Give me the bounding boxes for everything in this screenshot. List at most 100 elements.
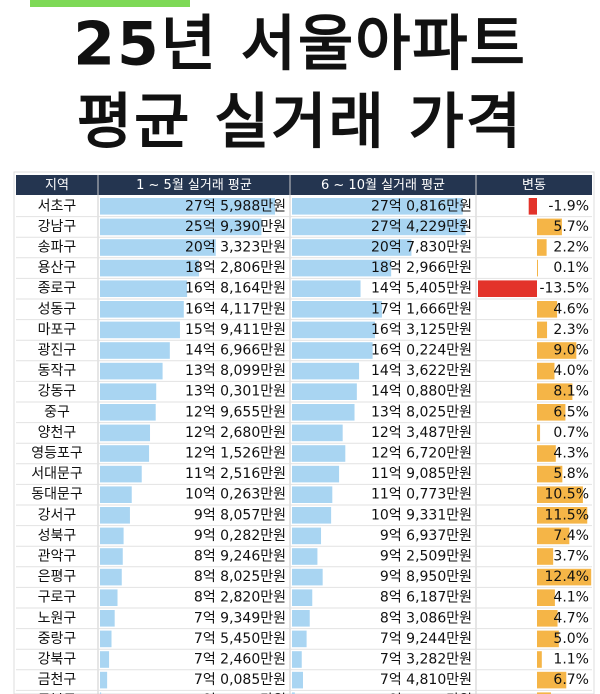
district: 강서구 [38,507,77,523]
change-label: 4.3% [553,446,589,462]
change-label: 0.1% [553,260,589,276]
district: 강남구 [38,219,77,235]
change-label: 6.5% [553,404,589,420]
change-label: 4.1% [553,590,589,606]
title: 25년 서울아파트 [73,10,527,80]
price-label: 27억 0,816만원 [371,198,472,214]
price-bar [292,321,375,339]
change-bar [537,486,583,503]
price-bar [100,259,200,277]
change-label: 5.0% [553,631,589,647]
price-bar [100,527,124,545]
price-bar [292,342,373,359]
change-bar [537,321,548,339]
price-label: 11억 0,773만원 [371,487,472,503]
price-bar [100,589,118,606]
price-bar [292,692,295,694]
price-bar [292,218,466,236]
price-label: 10억 9,331만원 [371,507,472,523]
price-bar [292,280,361,297]
price-bar [292,610,310,627]
price-bar [100,630,112,648]
price-bar [292,651,302,668]
district: 중구 [44,404,70,420]
price-bar [100,486,132,503]
change-bar [537,239,547,256]
change-label: 12.4% [545,569,589,585]
district: 금천구 [38,672,77,688]
price-label: 8억 6,187만원 [380,590,472,606]
column-header: 지역 [45,178,69,193]
price-bar [100,568,122,586]
price-label: 7억 4,810만원 [380,672,472,688]
price-bar [292,507,332,524]
price-label: 11억 9,085만원 [371,466,472,482]
district: 강동구 [38,384,77,400]
price-label: 8억 9,246만원 [194,549,286,565]
price-bar [100,671,108,689]
price-bar [100,239,216,256]
price-label: 9억 0,282만원 [194,528,286,544]
price-bar [100,321,180,339]
price-bar [100,280,188,297]
price-label: 6억 2,731만원 [194,693,286,694]
district: 종로구 [38,281,77,297]
price-label: 18억 2,966만원 [371,260,472,276]
price-bar [292,568,323,586]
price-bar [100,507,130,524]
change-label: 10.5% [545,487,589,503]
price-label: 7억 9,244만원 [380,631,472,647]
price-label: 18억 2,806만원 [185,260,286,276]
price-bar [100,548,123,565]
district: 동작구 [38,363,77,379]
price-bar [100,198,275,215]
price-label: 14억 3,622만원 [371,363,472,379]
price-label: 20억 3,323만원 [185,240,286,256]
price-bar [292,630,307,648]
price-bar [100,342,170,359]
price-bar [292,671,303,689]
price-bar [100,404,156,421]
price-bar [100,362,163,380]
price-label: 27억 4,229만원 [371,219,472,235]
change-label: -13.5% [539,281,589,297]
change-label: 3.7% [553,549,589,565]
price-bar [292,548,318,565]
price-label: 9억 2,509만원 [380,549,472,565]
change-label: 0.7% [553,425,589,441]
change-label: 5.7% [553,219,589,235]
price-bar [100,383,157,400]
price-label: 14억 6,966만원 [185,343,286,359]
price-label: 12억 9,655만원 [185,404,286,420]
price-label: 8억 8,025만원 [194,569,286,585]
price-label: 13억 8,099만원 [185,363,286,379]
price-bar [292,239,412,256]
change-bar [537,548,554,565]
change-label: 2.2% [553,240,589,256]
change-bar [537,404,566,421]
change-bar [537,527,570,545]
district: 영등포구 [31,446,83,462]
district: 성북구 [38,528,77,544]
change-bar [537,671,567,689]
district: 광진구 [38,343,77,359]
column-header: 변동 [522,178,546,193]
change-bar [537,445,556,462]
price-bar [100,465,142,483]
price-label: 16억 4,117만원 [185,301,286,317]
district: 성동구 [38,301,77,317]
column-header: 1 ~ 5월 실거래 평균 [136,178,252,193]
district: 관악구 [38,549,77,565]
district: 중랑구 [38,631,77,647]
change-label: 4.6% [553,301,589,317]
change-label: 2.3% [553,322,589,338]
district: 용산구 [38,260,77,276]
price-label: 8억 2,820만원 [194,590,286,606]
price-label: 7억 3,282만원 [380,652,472,668]
price-bar [100,692,102,694]
price-label: 9억 8,950만원 [380,569,472,585]
price-bar [100,301,184,318]
change-bar [537,568,592,586]
